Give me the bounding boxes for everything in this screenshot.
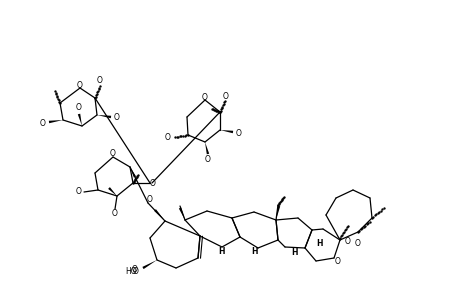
Text: O: O [150,178,156,188]
Text: O: O [354,239,360,248]
Text: O: O [110,149,116,158]
Polygon shape [219,130,233,133]
Text: O: O [344,238,350,247]
Text: H: H [251,248,257,256]
Text: O: O [76,188,82,196]
Text: HO: HO [125,268,136,277]
Polygon shape [108,187,117,196]
Polygon shape [179,208,185,220]
Polygon shape [205,142,209,154]
Text: O: O [132,266,138,274]
Text: O: O [112,209,118,218]
Text: O: O [223,92,229,100]
Text: O: O [97,76,103,85]
Polygon shape [142,260,157,269]
Text: O: O [77,80,83,89]
Polygon shape [275,206,280,220]
Polygon shape [130,167,136,178]
Text: O: O [40,118,46,127]
Text: O: O [334,257,340,266]
Text: O: O [147,196,152,205]
Polygon shape [97,115,111,118]
Text: H: H [218,248,225,256]
Text: H: H [316,239,323,248]
Polygon shape [78,114,82,126]
Text: O: O [133,268,139,277]
Text: O: O [114,113,120,122]
Polygon shape [49,120,63,123]
Text: O: O [76,103,82,112]
Text: O: O [165,133,171,142]
Text: H: H [291,248,297,257]
Text: O: O [235,128,241,137]
Text: O: O [205,155,211,164]
Polygon shape [154,209,165,221]
Text: O: O [202,92,207,101]
